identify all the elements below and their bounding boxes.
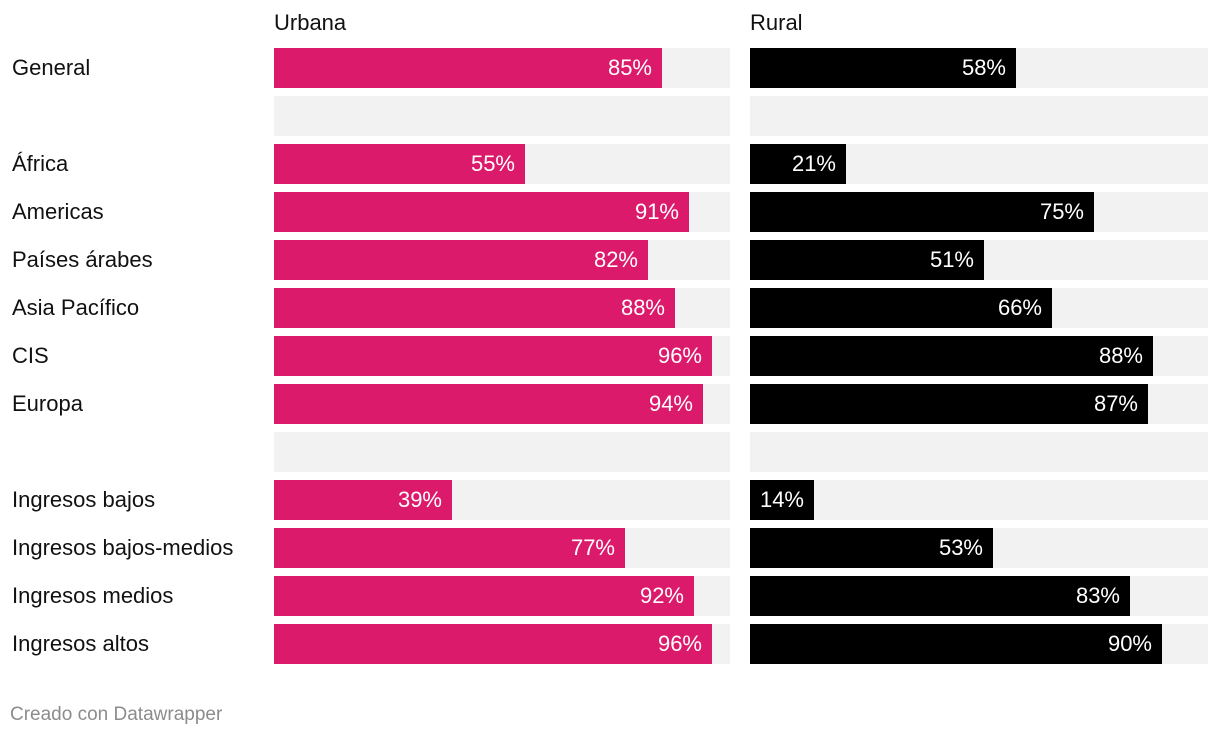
bar-urbana [274, 576, 694, 616]
bar-urbana [274, 288, 675, 328]
bar-track: 58% [750, 48, 1208, 88]
bar-rural [750, 528, 993, 568]
bar-track: 96% [274, 624, 730, 664]
bar-track: 21% [750, 144, 1208, 184]
row-label: Ingresos bajos-medios [12, 535, 234, 560]
bar-track: 55% [274, 144, 730, 184]
data-label: 58% [961, 55, 1006, 80]
data-label: 94% [648, 391, 693, 416]
data-label: 51% [929, 247, 974, 272]
data-label: 77% [570, 535, 615, 560]
row-label: CIS [12, 343, 49, 368]
row-label: General [12, 55, 91, 80]
bar-urbana [274, 384, 703, 424]
bar-rural [750, 192, 1094, 232]
data-label: 83% [1075, 583, 1120, 608]
bar-track: 53% [750, 528, 1208, 568]
data-label: 53% [938, 535, 983, 560]
bar-track [274, 432, 730, 472]
bar-track: 88% [750, 336, 1208, 376]
bar-rural [750, 576, 1130, 616]
row-label: Europa [12, 391, 83, 416]
data-label: 21% [791, 151, 836, 176]
bar-urbana [274, 192, 689, 232]
bar-urbana [274, 624, 712, 664]
bar-urbana [274, 240, 648, 280]
column-header-urbana: Urbana [274, 10, 347, 35]
data-label: 91% [634, 199, 679, 224]
data-label: 96% [657, 631, 702, 656]
bar-urbana [274, 48, 662, 88]
data-label: 39% [397, 487, 442, 512]
row-label: Americas [12, 199, 104, 224]
data-label: 92% [639, 583, 684, 608]
data-label: 90% [1107, 631, 1152, 656]
data-label: 88% [620, 295, 665, 320]
bar-track: 39% [274, 480, 730, 520]
row-label: Asia Pacífico [12, 295, 140, 320]
data-label: 14% [759, 487, 804, 512]
bar-track: 77% [274, 528, 730, 568]
data-label: 85% [607, 55, 652, 80]
bar-rural [750, 240, 984, 280]
data-label: 96% [657, 343, 702, 368]
bar-track: 83% [750, 576, 1208, 616]
footer-credit: Creado con Datawrapper [10, 704, 223, 725]
bar-urbana [274, 336, 712, 376]
row-label: Ingresos bajos [12, 487, 156, 512]
row-label: Ingresos altos [12, 631, 149, 656]
bar-track [750, 432, 1208, 472]
bar-rural [750, 288, 1052, 328]
data-label: 55% [470, 151, 515, 176]
data-label: 66% [997, 295, 1042, 320]
column-header-rural: Rural [750, 10, 803, 35]
bar-rural [750, 384, 1148, 424]
bar-track: 85% [274, 48, 730, 88]
bar-track: 87% [750, 384, 1208, 424]
row-label: Países árabes [12, 247, 153, 272]
bar-urbana [274, 144, 525, 184]
bar-track: 66% [750, 288, 1208, 328]
bar-urbana [274, 528, 625, 568]
bar-track [750, 96, 1208, 136]
bar-track: 88% [274, 288, 730, 328]
data-label: 82% [593, 247, 638, 272]
bar-track [274, 96, 730, 136]
bar-track: 14% [750, 480, 1208, 520]
row-label: África [12, 151, 69, 176]
bar-rural [750, 144, 846, 184]
data-label: 88% [1098, 343, 1143, 368]
bar-track: 96% [274, 336, 730, 376]
data-label: 87% [1093, 391, 1138, 416]
bar-track: 92% [274, 576, 730, 616]
bar-track: 51% [750, 240, 1208, 280]
bar-track: 91% [274, 192, 730, 232]
bar-rural [750, 624, 1162, 664]
row-label: Ingresos medios [12, 583, 174, 608]
bar-track: 90% [750, 624, 1208, 664]
bar-rural [750, 480, 814, 520]
data-label: 75% [1039, 199, 1084, 224]
bar-urbana [274, 480, 452, 520]
bar-track: 94% [274, 384, 730, 424]
bar-track: 75% [750, 192, 1208, 232]
bar-track: 82% [274, 240, 730, 280]
bar-rural [750, 48, 1016, 88]
bar-rural [750, 336, 1153, 376]
